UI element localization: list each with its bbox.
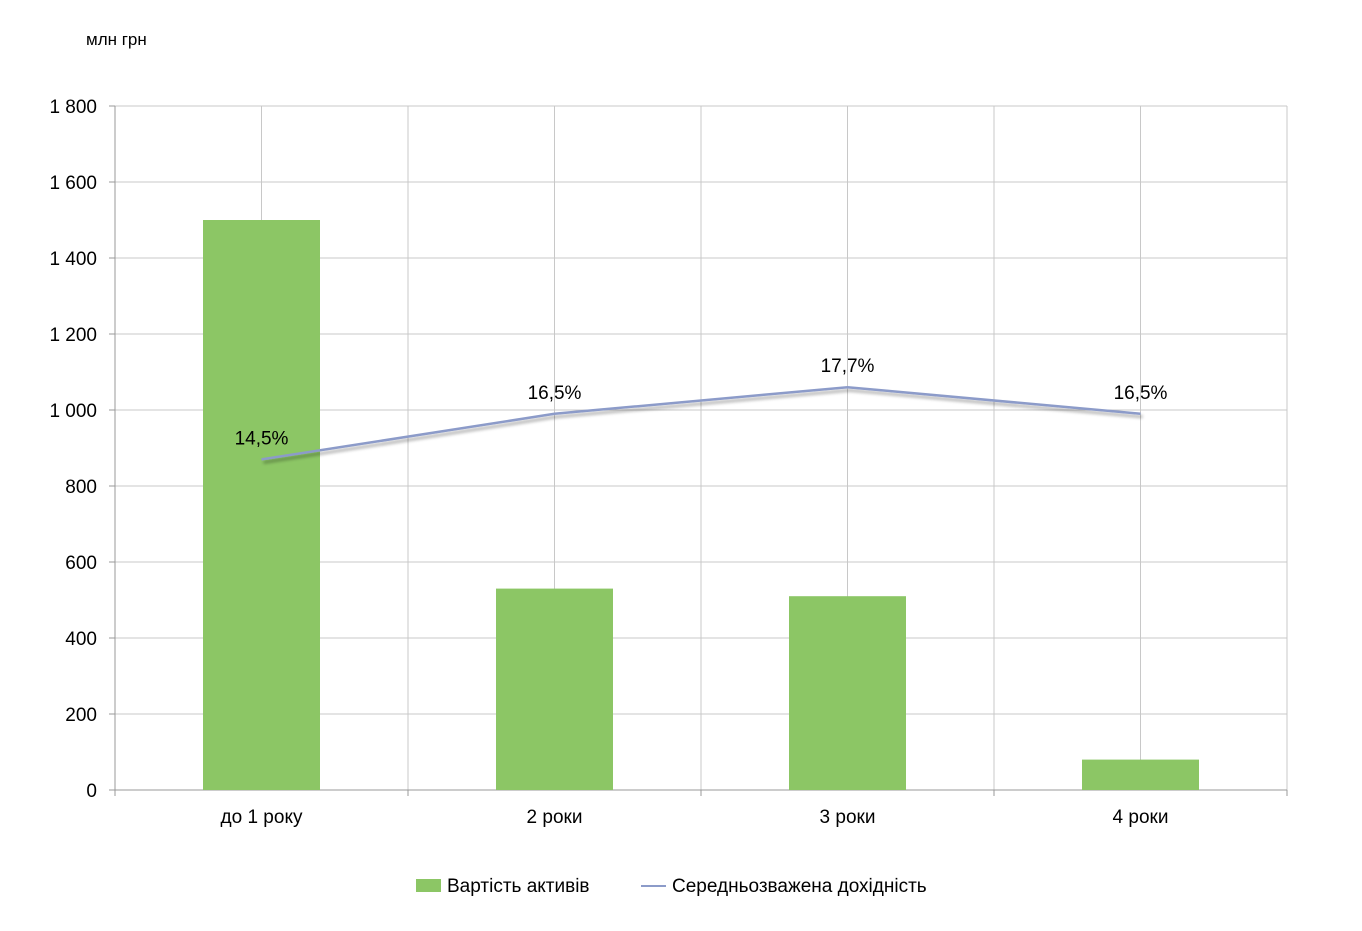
x-tick-label: до 1 року — [221, 807, 303, 828]
line-data-labels: 14,5% 16,5% 17,7% 16,5% — [235, 356, 1168, 449]
bar — [1082, 759, 1199, 790]
legend: Вартість активів Середньозважена дохідні… — [416, 876, 927, 897]
bar — [496, 588, 613, 790]
bar — [203, 220, 320, 790]
bar — [789, 596, 906, 790]
y-tick-label: 1 200 — [49, 325, 97, 346]
y-tick-label: 400 — [65, 629, 97, 650]
data-label: 16,5% — [1114, 383, 1168, 404]
x-tick-label: 2 роки — [527, 807, 583, 828]
y-tick-label: 600 — [65, 553, 97, 574]
legend-swatch-bars — [416, 879, 441, 892]
x-tick-labels: до 1 року 2 роки 3 роки 4 роки — [221, 807, 1169, 828]
bar-series — [203, 220, 1199, 790]
y-unit-label: млн грн — [86, 30, 147, 49]
data-label: 16,5% — [528, 383, 582, 404]
line-series — [261, 385, 1141, 461]
line-path — [261, 385, 1141, 461]
y-tick-label: 1 400 — [49, 249, 97, 270]
y-tick-label: 800 — [65, 477, 97, 498]
y-tick-label: 200 — [65, 705, 97, 726]
x-tick-label: 4 роки — [1113, 807, 1169, 828]
data-label: 17,7% — [821, 356, 875, 377]
y-tick-label: 0 — [86, 781, 97, 802]
legend-label-line: Середньозважена дохідність — [672, 876, 927, 897]
y-tick-label: 1 800 — [49, 97, 97, 118]
y-tick-label: 1 600 — [49, 173, 97, 194]
legend-label-bars: Вартість активів — [447, 876, 590, 897]
data-label: 14,5% — [235, 428, 289, 449]
y-tick-label: 1 000 — [49, 401, 97, 422]
y-tick-labels: 0 200 400 600 800 1 000 1 200 1 400 1 600 1 800 — [49, 97, 97, 802]
x-tick-label: 3 роки — [820, 807, 876, 828]
